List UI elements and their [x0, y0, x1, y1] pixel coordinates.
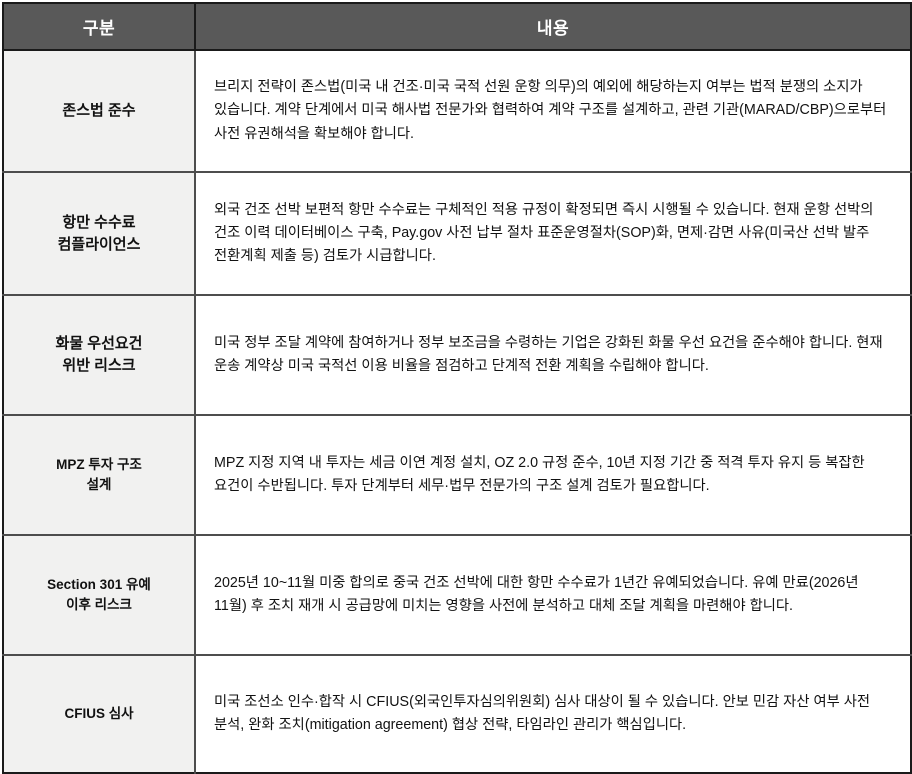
- row-content-text: 외국 건조 선박 보편적 항만 수수료는 구체적인 적용 규정이 확정되면 즉시…: [195, 172, 911, 296]
- table-row: 존스법 준수 브리지 전략이 존스법(미국 내 건조·미국 국적 선원 운항 의…: [3, 50, 911, 173]
- row-content-text: 2025년 10~11월 미중 합의로 중국 건조 선박에 대한 항만 수수료가…: [195, 535, 911, 656]
- table-row: CFIUS 심사 미국 조선소 인수·합작 시 CFIUS(외국인투자심의위원회…: [3, 655, 911, 773]
- table-row: MPZ 투자 구조 설계 MPZ 지정 지역 내 투자는 세금 이연 계정 설치…: [3, 415, 911, 536]
- row-content-text: 브리지 전략이 존스법(미국 내 건조·미국 국적 선원 운항 의무)의 예외에…: [195, 50, 911, 173]
- table-row: 화물 우선요건 위반 리스크 미국 정부 조달 계약에 참여하거나 정부 보조금…: [3, 295, 911, 416]
- table-body: 존스법 준수 브리지 전략이 존스법(미국 내 건조·미국 국적 선원 운항 의…: [3, 50, 911, 773]
- column-header-content: 내용: [195, 3, 911, 51]
- row-category-label: 항만 수수료 컴플라이언스: [3, 172, 196, 296]
- row-content-text: 미국 조선소 인수·합작 시 CFIUS(외국인투자심의위원회) 심사 대상이 …: [195, 655, 911, 773]
- row-content-text: 미국 정부 조달 계약에 참여하거나 정부 보조금을 수령하는 기업은 강화된 …: [195, 295, 911, 416]
- column-header-category: 구분: [3, 3, 196, 51]
- row-category-label: Section 301 유예 이후 리스크: [3, 535, 196, 656]
- table-row: Section 301 유예 이후 리스크 2025년 10~11월 미중 합의…: [3, 535, 911, 656]
- row-category-label: 존스법 준수: [3, 50, 196, 173]
- table-header: 구분 내용: [3, 3, 911, 51]
- table-row: 항만 수수료 컴플라이언스 외국 건조 선박 보편적 항만 수수료는 구체적인 …: [3, 172, 911, 296]
- row-category-label: MPZ 투자 구조 설계: [3, 415, 196, 536]
- header-row: 구분 내용: [3, 3, 911, 51]
- row-content-text: MPZ 지정 지역 내 투자는 세금 이연 계정 설치, OZ 2.0 규정 준…: [195, 415, 911, 536]
- row-category-label: CFIUS 심사: [3, 655, 196, 773]
- row-category-label: 화물 우선요건 위반 리스크: [3, 295, 196, 416]
